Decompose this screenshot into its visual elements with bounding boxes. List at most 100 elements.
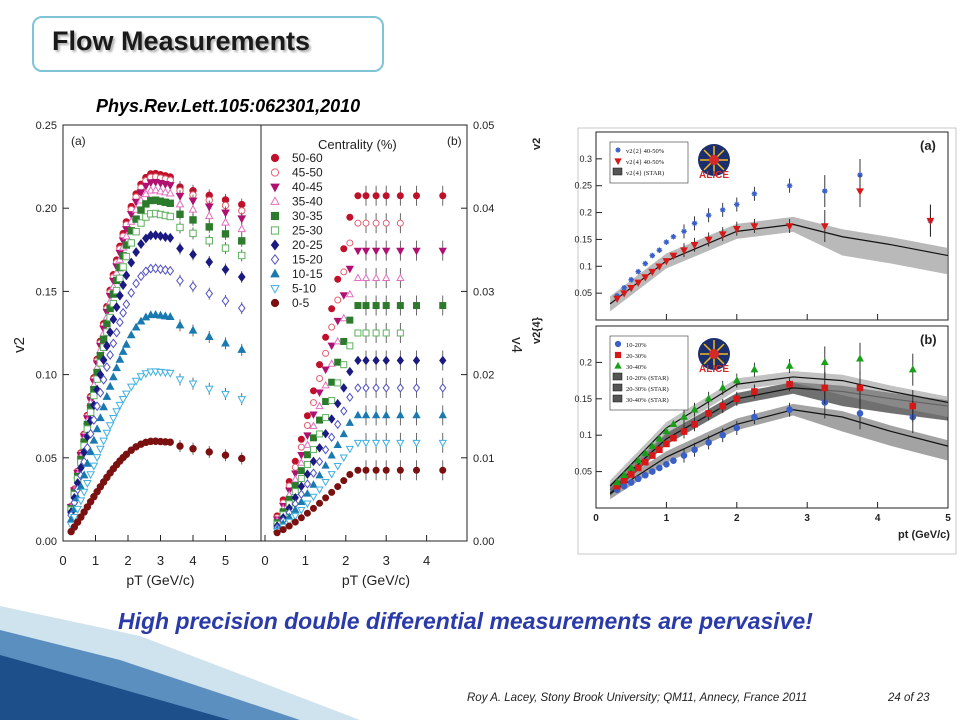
y-tick-label: 0.04 [473, 203, 494, 215]
data-point [382, 410, 391, 419]
data-point [346, 239, 354, 247]
data-point [315, 443, 324, 453]
data-point [221, 264, 230, 275]
data-point [93, 384, 101, 395]
legend-entry: 15-20 [292, 253, 323, 267]
data-point [627, 285, 636, 293]
data-point [309, 493, 318, 502]
data-point [620, 470, 629, 478]
data-point [73, 518, 82, 526]
y-tick-label: 0.1 [579, 261, 592, 271]
data-point [309, 411, 318, 419]
legend-title: Centrality (%) [318, 137, 397, 152]
data-point [345, 418, 354, 426]
data-point [77, 513, 85, 521]
data-point [733, 424, 741, 432]
data-point [205, 288, 214, 299]
data-point [131, 377, 141, 386]
data-point [328, 432, 336, 443]
data-point [412, 410, 421, 419]
data-point [634, 279, 643, 287]
data-point [90, 391, 98, 400]
legend-swatch [612, 394, 623, 403]
data-point [628, 276, 634, 283]
data-point [99, 402, 108, 411]
data-point [96, 387, 105, 398]
data-point [334, 358, 342, 366]
x-axis-label: pT (GeV/c) [126, 572, 194, 588]
data-point [786, 406, 793, 414]
data-point [321, 478, 330, 487]
data-point [297, 443, 305, 451]
data-point [89, 435, 99, 444]
data-point [96, 445, 105, 454]
data-point [704, 394, 713, 402]
data-point [221, 338, 230, 347]
data-point [345, 289, 354, 298]
data-point [718, 231, 727, 239]
legend-entry: v2{4} 40-50% [626, 159, 665, 166]
data-point [238, 251, 246, 260]
data-point [303, 460, 311, 468]
data-point [285, 512, 294, 521]
data-point [118, 396, 128, 404]
data-point [396, 219, 404, 227]
data-point [136, 373, 146, 382]
data-point [237, 224, 247, 233]
data-point [361, 439, 371, 448]
data-point [382, 247, 391, 256]
legend-marker [270, 211, 280, 221]
legend-entry: 30-35 [292, 209, 323, 223]
x-tick-label: 5 [222, 553, 229, 568]
data-point [634, 475, 642, 483]
data-point [165, 312, 175, 321]
data-point [79, 488, 89, 497]
data-point [346, 470, 354, 478]
legend-entry: 30-40% (STAR) [626, 397, 669, 404]
data-point [656, 464, 663, 472]
data-point [648, 268, 657, 277]
legend-entry: 45-50 [292, 166, 323, 180]
legend-entry: 25-30 [292, 224, 323, 238]
data-point [681, 228, 687, 235]
data-point [89, 462, 99, 471]
data-point [396, 302, 404, 310]
data-point [340, 477, 348, 485]
alice-logo: ALICE [698, 338, 730, 375]
data-point [132, 215, 140, 223]
legend-entry: 0-5 [292, 296, 310, 310]
data-point [372, 329, 380, 337]
data-point [136, 316, 146, 325]
data-point [315, 470, 324, 479]
data-point [204, 211, 214, 220]
data-point [156, 264, 165, 275]
data-point [669, 419, 678, 428]
series-45-50 [67, 173, 246, 511]
data-point [656, 247, 663, 253]
data-point [909, 402, 917, 410]
x-axis-label: pT (GeV/c) [342, 572, 410, 588]
data-point [926, 217, 935, 226]
data-point [303, 509, 311, 517]
data-point [346, 366, 354, 377]
data-point [620, 290, 629, 298]
data-point [122, 270, 131, 281]
data-point [412, 247, 421, 256]
data-point [785, 223, 794, 231]
series-20-25 [67, 230, 246, 518]
data-point [309, 399, 317, 407]
series-30-40% [613, 342, 917, 486]
y-tick-label: 0.02 [473, 370, 494, 382]
data-point [856, 410, 864, 417]
data-point [438, 439, 447, 448]
data-point [297, 489, 305, 499]
legend-entry: 30-40% [626, 364, 647, 371]
left-figure-frame [62, 124, 468, 542]
logo-core [709, 155, 719, 165]
data-point [189, 249, 197, 260]
data-point [396, 273, 405, 281]
data-point [90, 492, 98, 501]
series-0-5 [67, 437, 246, 536]
